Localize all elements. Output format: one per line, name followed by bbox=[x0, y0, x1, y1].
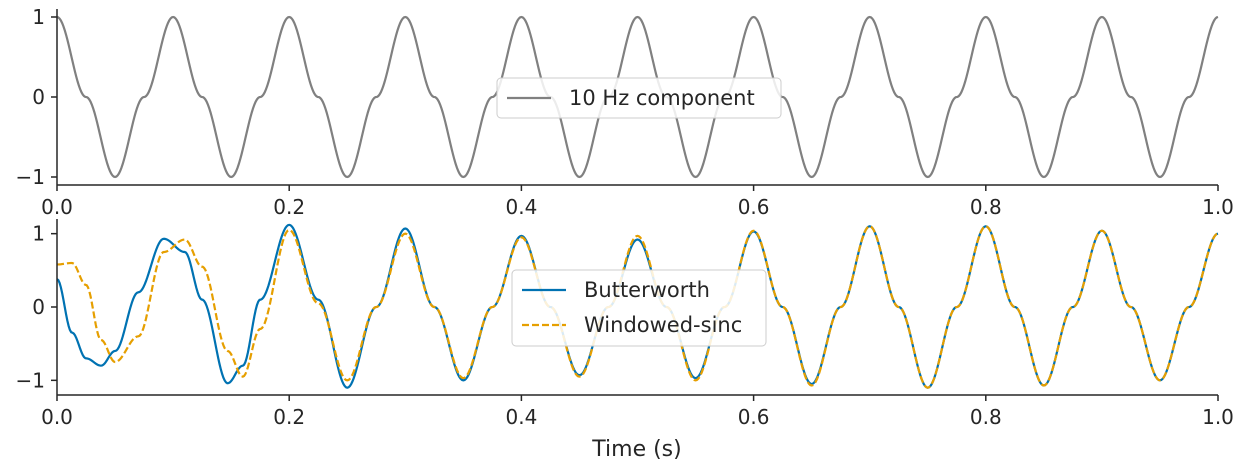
x-tick-label: 0.0 bbox=[41, 405, 73, 429]
series-line-butterworth bbox=[56, 223, 1219, 389]
x-axis-title: Time (s) bbox=[591, 437, 681, 462]
legend-label: Windowed-sinc bbox=[584, 313, 742, 337]
legend-box bbox=[496, 77, 782, 119]
y-tick-label: 1 bbox=[32, 222, 45, 246]
y-tick-label: 0 bbox=[32, 85, 45, 109]
x-tick-label: 0.8 bbox=[970, 405, 1002, 429]
bottom-panel: 0.0 0.2 0.4 0.6 0.8 1.0 1 0 −1 Butterworth Windowe… bbox=[16, 219, 1234, 429]
y-tick-label: 0 bbox=[32, 295, 45, 319]
y-tick-label: −1 bbox=[16, 368, 45, 392]
legend-box bbox=[511, 269, 767, 347]
series-line-10-hz-component bbox=[56, 15, 1219, 179]
x-tick-label: 0.2 bbox=[273, 195, 305, 219]
series-line-windowed-sinc bbox=[56, 225, 1219, 389]
x-tick-label: 0.4 bbox=[505, 405, 537, 429]
x-tick-label: 0.8 bbox=[970, 195, 1002, 219]
legend: 10 Hz component bbox=[496, 77, 782, 119]
x-tick-label: 0.4 bbox=[505, 195, 537, 219]
y-tick-label: −1 bbox=[16, 165, 45, 189]
x-tick-label: 0.6 bbox=[738, 195, 770, 219]
top-panel: 0.0 0.2 0.4 0.6 0.8 1.0 1 0 −1 10 Hz component bbox=[16, 5, 1234, 219]
y-tick-label: 1 bbox=[32, 5, 45, 29]
x-tick-label: 0.0 bbox=[41, 195, 73, 219]
legend-label: 10 Hz component bbox=[569, 86, 755, 110]
x-tick-label: 1.0 bbox=[1202, 195, 1234, 219]
x-tick-label: 0.6 bbox=[738, 405, 770, 429]
legend: Butterworth Windowed-sinc bbox=[511, 269, 767, 347]
x-tick-label: 0.2 bbox=[273, 405, 305, 429]
x-tick-label: 1.0 bbox=[1202, 405, 1234, 429]
legend-label: Butterworth bbox=[584, 278, 710, 302]
